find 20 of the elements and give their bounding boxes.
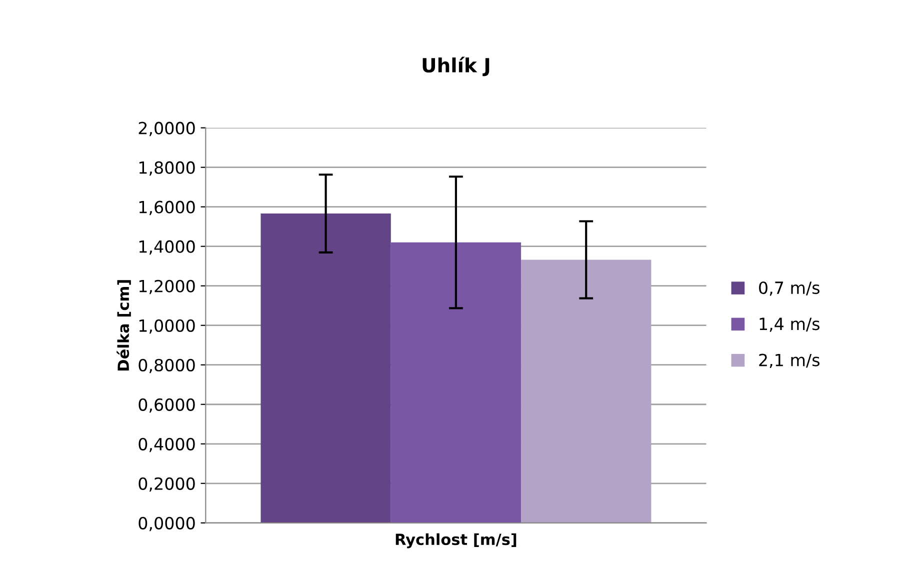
y-tick-label: 0,0000 bbox=[138, 516, 195, 532]
chart-title: Uhlík J bbox=[422, 56, 490, 76]
y-tick-label: 0,6000 bbox=[138, 398, 195, 413]
y-tick-label: 1,6000 bbox=[139, 200, 195, 216]
legend-label: 0,7 m/s bbox=[759, 281, 820, 296]
bar bbox=[521, 260, 652, 523]
bar bbox=[260, 214, 391, 523]
legend-label: 1,4 m/s bbox=[760, 318, 820, 332]
y-tick-label: 0,2000 bbox=[138, 477, 195, 492]
y-tick-label: 2,0000 bbox=[138, 122, 195, 136]
y-tick-label: 0,8000 bbox=[138, 358, 195, 374]
y-tick-label: 1,2000 bbox=[139, 280, 195, 294]
x-axis-title: Rychlost [m/s] bbox=[396, 533, 516, 548]
y-axis-title: Délka [cm] bbox=[116, 280, 131, 370]
y-tick-label: 1,8000 bbox=[139, 161, 195, 176]
y-tick-label: 0,4000 bbox=[138, 438, 195, 452]
bar bbox=[390, 242, 522, 523]
y-tick-label: 1,0000 bbox=[139, 319, 195, 334]
y-tick-label: 1,4000 bbox=[139, 240, 195, 255]
legend-label: 2,1 m/s bbox=[759, 354, 820, 368]
